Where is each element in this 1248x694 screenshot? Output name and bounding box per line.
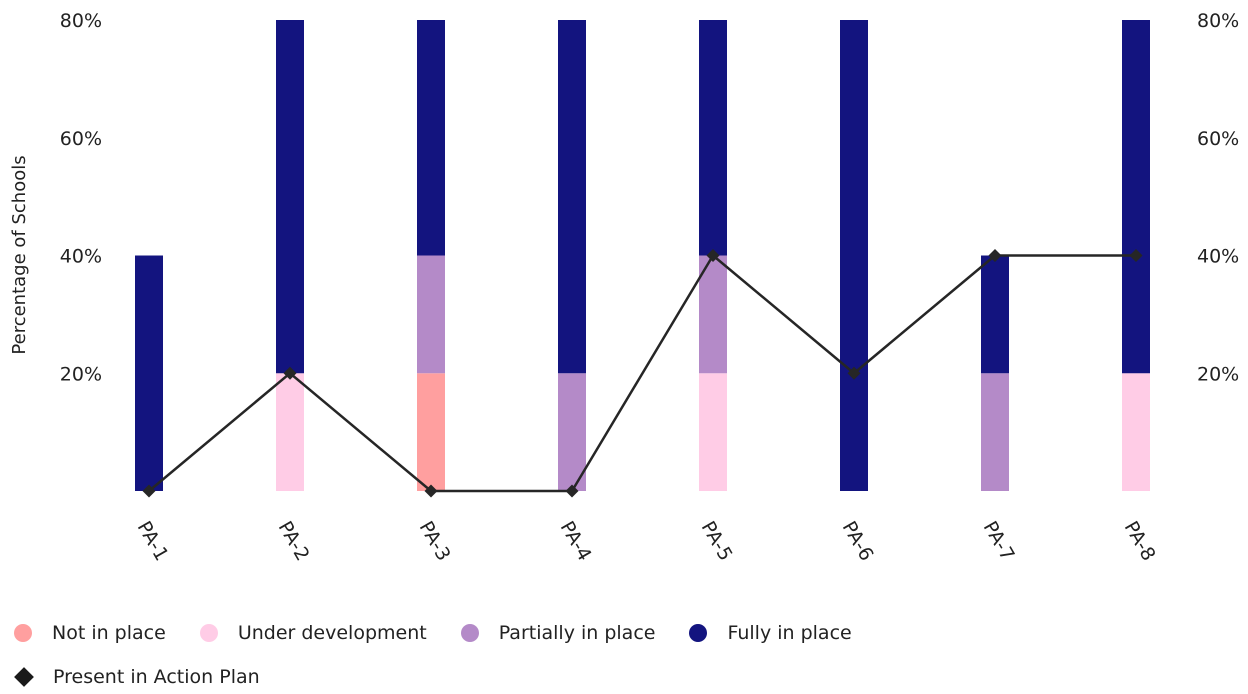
action-plan-marker [1129, 249, 1143, 262]
legend: Not in place Under development Partially… [14, 617, 1234, 693]
y-tick-right: 40% [1197, 246, 1239, 268]
bar-segment-partially-in-place [699, 255, 727, 374]
legend-item-fully-in-place: Fully in place [689, 622, 852, 644]
diamond-marker-icon [14, 667, 34, 687]
bar-segment-under-development [1122, 373, 1150, 491]
y-tick-left: 80% [60, 10, 102, 32]
action-plan-line [142, 249, 1143, 498]
action-plan-marker [847, 366, 861, 380]
bar-segment-under-development [276, 373, 304, 491]
action-plan-marker [988, 249, 1002, 262]
legend-row-action-plan: Present in Action Plan [14, 661, 1234, 693]
y-axis-title: Percentage of Schools [9, 155, 30, 354]
action-plan-marker [283, 366, 297, 380]
legend-label-partially-in-place: Partially in place [498, 622, 656, 644]
x-tick-label: PA-5 [697, 518, 737, 565]
x-tick-label: PA-3 [415, 518, 455, 565]
bar-segment-partially-in-place [981, 373, 1009, 491]
legend-item-under-development: Under development [199, 622, 427, 644]
x-tick-label: PA-2 [274, 518, 314, 565]
legend-label-under-development: Under development [237, 622, 427, 644]
bars [135, 20, 1150, 491]
legend-swatch-under-development [199, 624, 218, 642]
y-tick-left: 60% [60, 128, 102, 150]
bar-segment-fully-in-place [417, 20, 445, 256]
legend-row-status: Not in place Under development Partially… [14, 617, 1234, 649]
action-plan-marker [565, 484, 579, 498]
bar-segment-not-in-place [417, 373, 445, 491]
legend-swatch-fully-in-place [689, 624, 708, 642]
y-tick-right: 60% [1197, 128, 1239, 150]
y-tick-right: 80% [1197, 10, 1239, 32]
action-plan-marker [142, 484, 156, 498]
bar-segment-fully-in-place [699, 20, 727, 256]
y-tick-left: 20% [60, 363, 102, 385]
legend-label-fully-in-place: Fully in place [727, 622, 852, 644]
bar-segment-fully-in-place [135, 255, 163, 491]
bar-segment-partially-in-place [417, 255, 445, 374]
x-tick-label: PA-4 [556, 518, 596, 565]
bar-segment-fully-in-place [981, 255, 1009, 374]
chart: 20% 40% 60% 80% 20% 40% 60% 80% Percentage of … [9, 10, 1239, 565]
bar-segment-fully-in-place [1122, 20, 1150, 374]
legend-label-not-in-place: Not in place [52, 622, 166, 644]
action-plan-marker [424, 484, 438, 498]
y-tick-right: 20% [1197, 363, 1239, 385]
x-tick-label: PA-6 [838, 518, 878, 565]
y-tick-left: 40% [60, 246, 102, 268]
x-tick-label: PA-8 [1120, 518, 1160, 565]
legend-label-action-plan: Present in Action Plan [53, 666, 260, 688]
action-plan-line-path [148, 254, 1136, 493]
legend-item-action-plan: Present in Action Plan [14, 666, 260, 688]
x-tick-label: PA-1 [133, 518, 173, 565]
action-plan-marker [706, 249, 720, 262]
legend-swatch-not-in-place [14, 624, 32, 642]
legend-item-partially-in-place: Partially in place [460, 622, 656, 644]
bar-segment-fully-in-place [558, 20, 586, 374]
left-y-axis-ticks: 20% 40% 60% 80% [60, 10, 102, 385]
x-tick-label: PA-7 [979, 518, 1019, 565]
bar-segment-partially-in-place [558, 373, 586, 491]
legend-item-not-in-place: Not in place [14, 622, 166, 644]
legend-swatch-partially-in-place [460, 624, 479, 642]
bar-segment-under-development [699, 373, 727, 491]
bar-segment-fully-in-place [276, 20, 304, 374]
bar-segment-fully-in-place [840, 20, 868, 491]
right-y-axis-ticks: 20% 40% 60% 80% [1197, 10, 1239, 385]
x-axis-ticks: PA-1 PA-2 PA-3 PA-4 PA-5 PA-6 PA-7 PA-8 [133, 518, 1160, 565]
